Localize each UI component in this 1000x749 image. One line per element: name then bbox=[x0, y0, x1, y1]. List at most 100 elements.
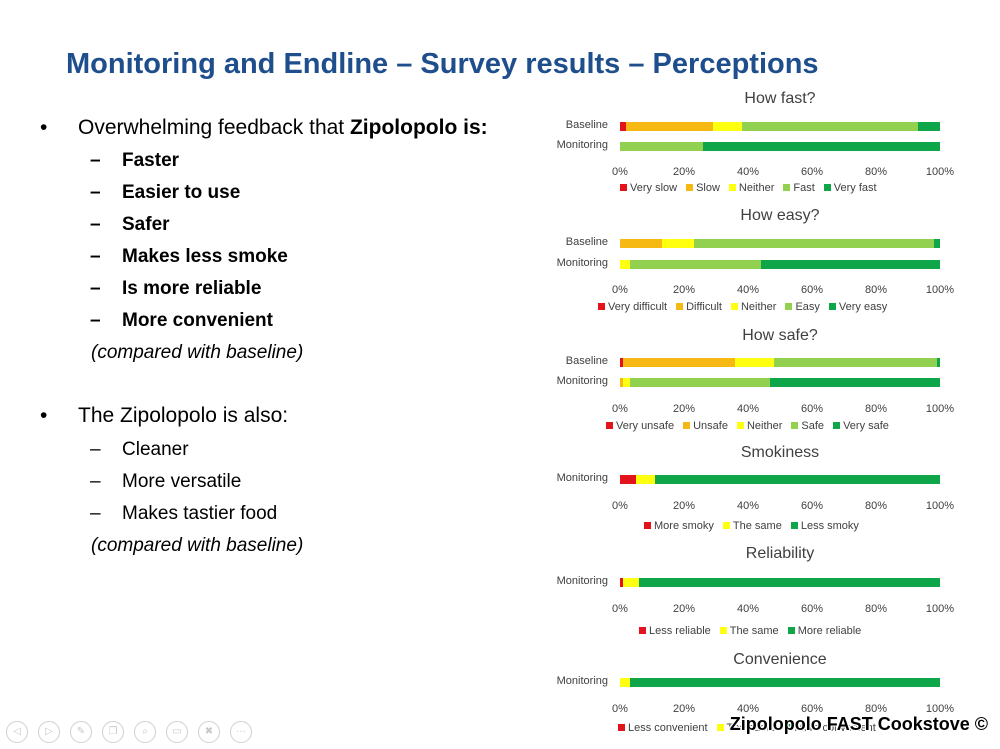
legend-swatch bbox=[722, 522, 730, 529]
legend-label: More reliable bbox=[797, 625, 862, 637]
legend-swatch bbox=[785, 303, 793, 310]
category-label: Monitoring bbox=[556, 575, 608, 587]
legend-label: The same bbox=[726, 722, 776, 734]
sub-bullet-text: Cleaner bbox=[122, 439, 189, 460]
legend-swatch bbox=[791, 422, 799, 429]
chart-legend: Very unsafe Unsafe Neither Safe Very safe bbox=[606, 420, 898, 432]
bar-segment bbox=[623, 578, 640, 587]
x-tick-label: 60% bbox=[800, 500, 824, 512]
subtitles-icon[interactable]: ▭ bbox=[166, 721, 188, 743]
bar-segment bbox=[661, 239, 694, 248]
legend-label: More smoky bbox=[654, 520, 714, 532]
x-tick-label: 40% bbox=[736, 403, 760, 415]
category-label: Monitoring bbox=[556, 375, 608, 387]
bar-segment bbox=[712, 122, 742, 131]
bar-row bbox=[620, 358, 940, 367]
bar-row bbox=[620, 678, 940, 687]
legend-item: Neither bbox=[736, 420, 782, 432]
dash-glyph: – bbox=[90, 278, 101, 299]
legend-swatch bbox=[716, 724, 724, 731]
bar-row bbox=[620, 475, 940, 484]
bar-segment bbox=[760, 260, 940, 269]
x-tick-label: 100% bbox=[925, 166, 955, 178]
bullet-main-2-text: The Zipolopolo is also: bbox=[78, 404, 289, 427]
category-label: Baseline bbox=[565, 119, 608, 131]
zoom-icon[interactable]: ⌕ bbox=[134, 721, 156, 743]
slides-icon[interactable]: ❐ bbox=[102, 721, 124, 743]
legend-item: Unsafe bbox=[683, 420, 728, 432]
legend-swatch bbox=[639, 627, 646, 634]
x-tick-label: 100% bbox=[925, 703, 955, 715]
sub-bullet-text: Makes tastier food bbox=[122, 503, 278, 524]
x-tick-label: 100% bbox=[925, 284, 955, 296]
x-tick-label: 60% bbox=[800, 403, 824, 415]
legend-item: More smoky bbox=[644, 520, 714, 532]
x-tick-label: 100% bbox=[925, 603, 955, 615]
bar-segment bbox=[770, 378, 940, 387]
legend-item: Difficult bbox=[676, 301, 722, 313]
legend-item: Very safe bbox=[833, 420, 889, 432]
more-icon[interactable]: ··· bbox=[230, 721, 252, 743]
bar-segment bbox=[773, 358, 937, 367]
bar-segment bbox=[620, 239, 662, 248]
bullet-glyph: • bbox=[40, 404, 48, 427]
bar-row bbox=[620, 122, 940, 131]
legend-label: Very safe bbox=[843, 420, 889, 432]
forward-icon[interactable]: ▷ bbox=[38, 721, 60, 743]
x-tick-label: 0% bbox=[612, 703, 628, 715]
bullet-list: • Overwhelming feedback that Zipolopolo … bbox=[40, 116, 488, 556]
x-tick-label: 0% bbox=[612, 284, 628, 296]
bar-segment bbox=[620, 142, 704, 151]
x-tick-label: 80% bbox=[864, 166, 888, 178]
x-tick-label: 20% bbox=[672, 603, 696, 615]
category-label: Baseline bbox=[565, 355, 608, 367]
chart-title: Convenience bbox=[733, 651, 827, 668]
bar-segment bbox=[629, 678, 940, 687]
legend-label: Slow bbox=[696, 182, 720, 194]
bar-segment bbox=[620, 358, 624, 367]
bar-row bbox=[620, 142, 940, 151]
sub-bullet-text: Faster bbox=[122, 150, 180, 171]
bar-segment bbox=[623, 378, 630, 387]
bar-row bbox=[620, 260, 940, 269]
legend-swatch bbox=[618, 724, 625, 731]
dash-glyph: – bbox=[90, 246, 101, 267]
legend-item: More convenient bbox=[784, 722, 876, 734]
category-label: Monitoring bbox=[556, 257, 608, 269]
bar-row bbox=[620, 378, 940, 387]
x-tick-label: 0% bbox=[612, 166, 628, 178]
legend-item: The same bbox=[722, 520, 782, 532]
x-tick-label: 0% bbox=[612, 603, 628, 615]
chart-legend: Less convenient The same More convenient bbox=[618, 722, 885, 734]
x-tick-label: 20% bbox=[672, 703, 696, 715]
x-tick-label: 40% bbox=[736, 284, 760, 296]
x-tick-label: 60% bbox=[800, 166, 824, 178]
back-icon[interactable]: ◁ bbox=[6, 721, 28, 743]
bar-segment bbox=[735, 358, 774, 367]
bar-segment bbox=[693, 239, 934, 248]
legend-item: Very unsafe bbox=[606, 420, 674, 432]
legend-swatch bbox=[719, 627, 727, 634]
bar-segment bbox=[629, 378, 771, 387]
camera-off-icon[interactable]: ✖ bbox=[198, 721, 220, 743]
legend-swatch bbox=[833, 422, 841, 429]
chart-legend: More smoky The same Less smoky bbox=[644, 520, 868, 532]
bar-segment bbox=[620, 678, 630, 687]
bar-segment bbox=[639, 578, 940, 587]
legend-label: Very slow bbox=[630, 182, 678, 194]
legend-swatch bbox=[686, 184, 694, 191]
bar-segment bbox=[655, 475, 940, 484]
sub-bullet-text: More versatile bbox=[122, 471, 242, 492]
legend-item: Very fast bbox=[823, 182, 877, 194]
chart-legend: Very slow Slow Neither Fast Very fast bbox=[620, 182, 886, 194]
legend-item: Neither bbox=[728, 182, 774, 194]
x-tick-label: 100% bbox=[925, 403, 955, 415]
legend-swatch bbox=[598, 303, 605, 310]
sub-bullet-text: More convenient bbox=[122, 310, 273, 331]
pen-icon[interactable]: ✎ bbox=[70, 721, 92, 743]
x-tick-label: 20% bbox=[672, 500, 696, 512]
x-tick-label: 20% bbox=[672, 403, 696, 415]
dash-glyph: – bbox=[90, 310, 101, 331]
category-label: Baseline bbox=[565, 236, 608, 248]
